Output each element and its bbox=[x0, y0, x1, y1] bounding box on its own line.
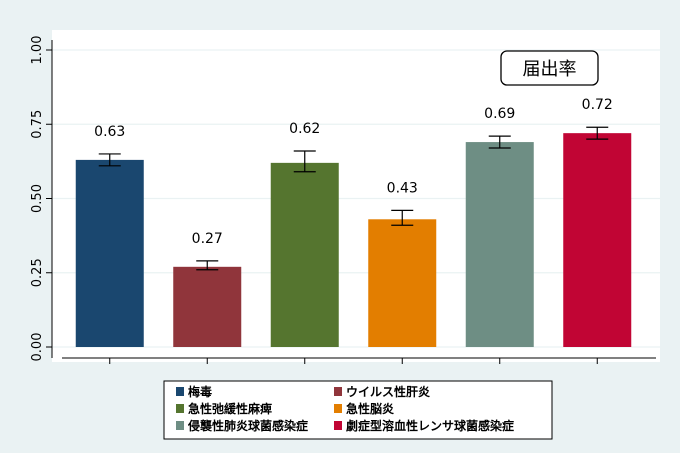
y-tick-label: 0.00 bbox=[30, 333, 45, 362]
data-label: 0.27 bbox=[192, 231, 223, 247]
y-tick-label: 0.50 bbox=[30, 184, 45, 213]
legend-swatch bbox=[334, 404, 342, 413]
data-label: 0.72 bbox=[582, 97, 613, 113]
data-label: 0.43 bbox=[387, 180, 418, 196]
legend-item: 急性弛緩性麻痺 bbox=[176, 401, 272, 416]
legend-swatch bbox=[176, 404, 184, 413]
y-axis: 0.00 0.25 0.50 0.75 1.00 bbox=[30, 36, 53, 362]
bar bbox=[173, 266, 242, 347]
legend-label: 劇症型溶血性レンサ球菌感染症 bbox=[346, 418, 514, 433]
bar bbox=[563, 133, 632, 347]
legend-item: 急性脳炎 bbox=[334, 401, 394, 416]
legend-label: 急性弛緩性麻痺 bbox=[188, 401, 272, 416]
annotation-box: 届出率 bbox=[500, 50, 599, 86]
error-bars bbox=[98, 126, 609, 271]
y-tick-label: 1.00 bbox=[30, 36, 45, 65]
annotation-border bbox=[500, 50, 599, 86]
bar bbox=[75, 159, 144, 347]
bar bbox=[270, 162, 339, 347]
x-axis bbox=[62, 357, 656, 364]
data-label: 0.63 bbox=[94, 124, 125, 140]
legend-swatch bbox=[334, 421, 342, 430]
bars bbox=[75, 133, 632, 347]
legend-item: ウイルス性肝炎 bbox=[334, 384, 430, 399]
data-label: 0.69 bbox=[484, 106, 515, 122]
data-label: 0.62 bbox=[289, 121, 320, 137]
legend-label: 侵襲性肺炎球菌感染症 bbox=[187, 418, 308, 433]
legend-label: ウイルス性肝炎 bbox=[346, 384, 430, 399]
bar bbox=[368, 219, 437, 347]
gridlines bbox=[52, 49, 660, 348]
legend-label: 急性脳炎 bbox=[346, 401, 394, 416]
annotation-text: 届出率 bbox=[523, 59, 577, 80]
legend-label: 梅毒 bbox=[188, 384, 212, 399]
y-tick-label: 0.25 bbox=[30, 258, 45, 287]
legend-swatch bbox=[176, 421, 184, 430]
legend-item: 侵襲性肺炎球菌感染症 bbox=[176, 418, 308, 433]
legend-item: 梅毒 bbox=[176, 384, 212, 399]
legend-item: 劇症型溶血性レンサ球菌感染症 bbox=[334, 418, 514, 433]
legend-swatch bbox=[176, 387, 184, 396]
legend-box bbox=[163, 380, 553, 440]
legend-swatch bbox=[334, 387, 342, 396]
data-labels: 0.63 0.27 0.62 0.43 0.69 0.72 bbox=[94, 97, 613, 247]
y-tick-label: 0.75 bbox=[30, 110, 45, 139]
bar bbox=[465, 142, 534, 347]
